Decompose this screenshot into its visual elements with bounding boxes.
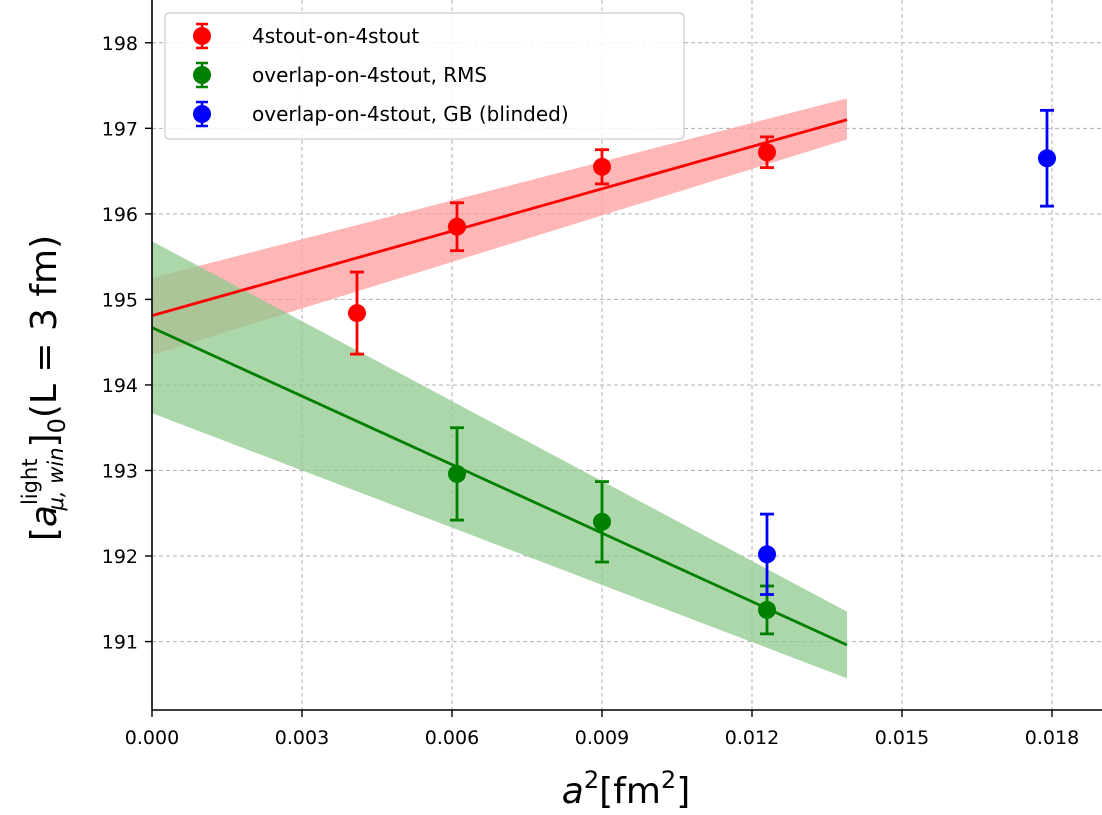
data-point-0-1 [448,201,466,253]
y-axis-label-close-sub: 0 [43,418,71,433]
y-axis-label-sub: μ, win [44,447,68,511]
y-axis-label-tail: (L = 3 fm) [24,235,65,418]
tick-labels: 0.000 0.003 0.006 0.009 0.012 0.015 0.018 191 19… [102,33,1079,749]
marker [448,464,466,483]
data-point-0-3 [758,135,776,170]
y-tick-label: 195 [102,289,138,311]
x-tick-label: 0.012 [725,727,779,749]
marker [448,217,466,236]
x-tick-label: 0.006 [425,727,479,749]
y-axis-label-close: ] [24,433,65,447]
x-axis-label-unit-close: ] [676,771,690,812]
y-tick-label: 196 [102,204,138,226]
legend-label: overlap-on-4stout, RMS [252,63,487,87]
data-points [348,108,1056,636]
x-axis-label: a2[fm2] [562,766,690,812]
y-tick-label: 193 [102,460,138,482]
axes [151,0,1102,711]
x-tick-label: 0.003 [275,727,329,749]
legend-entry-1: overlap-on-4stout, RMS [193,61,487,89]
y-axis-label-symbol: a [24,505,65,527]
legend-marker [193,105,211,123]
x-axis-label-unit: [fm [599,771,661,812]
x-axis-label-base: a [562,771,584,812]
marker [593,157,611,176]
band-1 [152,241,847,679]
x-tick-label: 0.009 [575,727,629,749]
y-axis-label-open: [ [24,527,65,541]
marker [758,600,776,619]
y-axis-label: [alightμ, win]0(L = 3 fm) [18,235,71,541]
marker [758,143,776,162]
data-point-1-0 [448,426,466,522]
legend: 4stout-on-4stout overlap-on-4stout, RMS ov… [164,12,685,140]
y-tick-label: 197 [102,118,138,140]
x-axis-label-unit-sup: 2 [661,766,676,794]
fit-line-0 [151,118,848,317]
data-point-0-2 [593,148,611,186]
y-axis-label-sup: light [18,459,42,506]
legend-marker [193,66,211,84]
marker [593,512,611,531]
legend-entry-2: overlap-on-4stout, GB (blinded) [193,100,569,128]
legend-marker [193,27,211,45]
data-point-1-1 [593,480,611,564]
x-tick-label: 0.018 [1025,727,1079,749]
fit-lines [151,118,848,647]
x-tick-label: 0.000 [125,727,179,749]
confidence-bands [152,98,847,679]
legend-entry-0: 4stout-on-4stout [193,22,419,50]
legend-label: 4stout-on-4stout [252,24,419,48]
data-point-2-1 [1038,108,1056,208]
band-0 [152,98,847,355]
marker [1038,149,1056,168]
x-tick-label: 0.015 [875,727,929,749]
grid [151,0,1102,710]
y-tick-label: 194 [102,375,138,397]
data-point-2-0 [758,512,776,596]
x-axis-label-sup: 2 [584,766,599,794]
legend-label: overlap-on-4stout, GB (blinded) [252,102,569,126]
data-point-0-0 [348,270,366,356]
y-tick-label: 191 [102,632,138,654]
marker [758,545,776,564]
fit-line-1 [151,326,848,647]
marker [348,304,366,323]
y-tick-label: 192 [102,546,138,568]
y-tick-label: 198 [102,33,138,55]
legend-box [164,12,685,140]
